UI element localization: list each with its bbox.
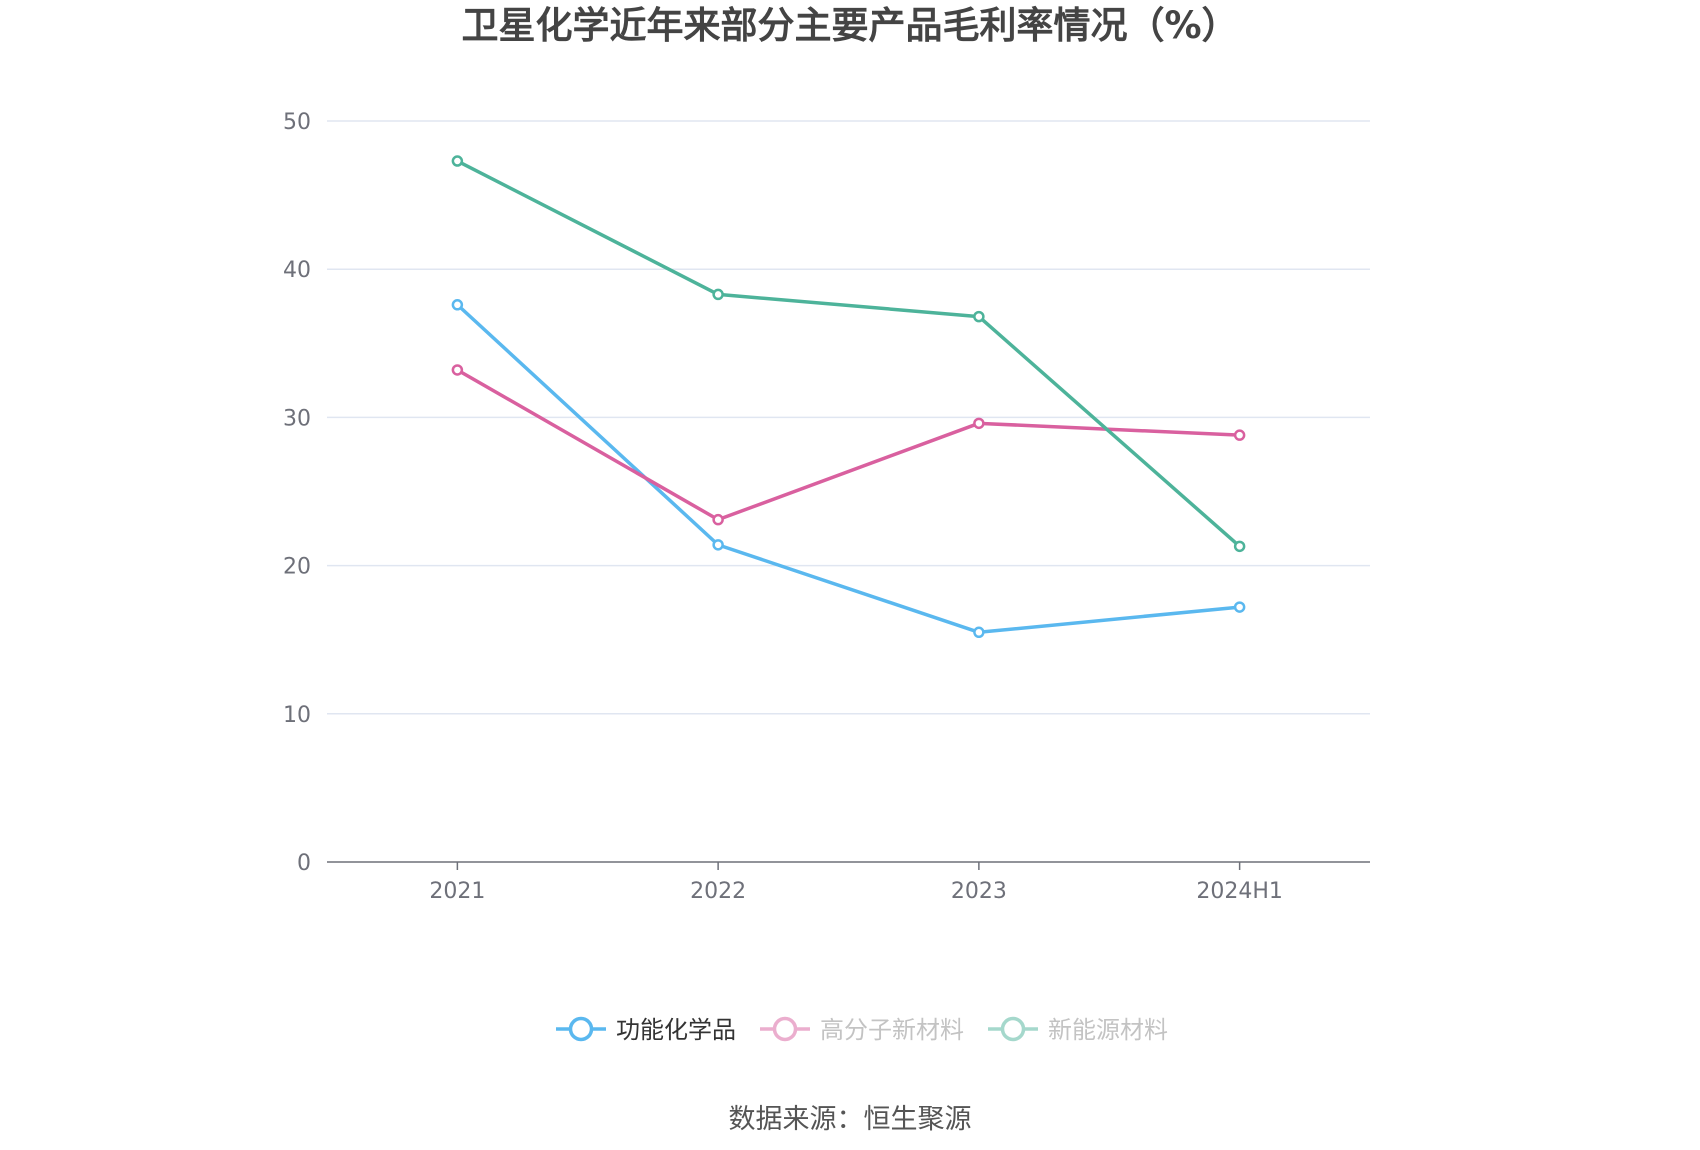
data-point bbox=[451, 299, 464, 311]
y-tick-label: 30 bbox=[283, 406, 311, 431]
y-tick-label: 0 bbox=[297, 851, 311, 876]
data-point bbox=[973, 310, 985, 323]
legend-marker-icon bbox=[772, 1016, 798, 1042]
data-point bbox=[973, 417, 985, 430]
series-line bbox=[455, 159, 1242, 549]
grid-lines bbox=[327, 120, 1370, 715]
source-note: 数据来源：恒生聚源 bbox=[728, 1104, 972, 1135]
x-tick-label: 2022 bbox=[690, 879, 746, 904]
data-point bbox=[451, 364, 464, 376]
x-axis: 2021 2022 2023 2024H1 bbox=[327, 861, 1370, 904]
data-point bbox=[712, 539, 724, 551]
y-axis-labels: 0 10 20 30 40 50 bbox=[283, 110, 311, 876]
x-tick-label: 2024H1 bbox=[1196, 879, 1283, 904]
legend-label: 新能源材料 bbox=[1048, 1016, 1168, 1044]
series-lines bbox=[455, 159, 1242, 635]
legend-marker-icon bbox=[568, 1016, 594, 1042]
chart-title: 卫星化学近年来部分主要产品毛利率情况（%） bbox=[461, 4, 1239, 47]
y-tick-label: 40 bbox=[283, 258, 311, 283]
x-tick-label: 2021 bbox=[429, 879, 485, 904]
data-point bbox=[1233, 429, 1246, 441]
data-point bbox=[1233, 540, 1246, 553]
series-points bbox=[451, 155, 1246, 639]
data-point bbox=[712, 288, 724, 301]
data-point bbox=[712, 513, 724, 526]
legend-item[interactable]: 新能源材料 bbox=[988, 1016, 1168, 1044]
legend-label: 高分子新材料 bbox=[820, 1016, 964, 1044]
legend-label: 功能化学品 bbox=[616, 1016, 736, 1044]
x-tick-label: 2023 bbox=[951, 879, 1007, 904]
legend: 功能化学品 高分子新材料 新能源材料 bbox=[556, 1016, 1168, 1044]
y-tick-label: 50 bbox=[283, 110, 311, 135]
data-point bbox=[451, 155, 464, 167]
legend-item[interactable]: 高分子新材料 bbox=[760, 1016, 964, 1044]
y-tick-label: 10 bbox=[283, 703, 311, 728]
series-line bbox=[455, 303, 1242, 635]
legend-marker-icon bbox=[1000, 1016, 1026, 1042]
data-point bbox=[1233, 601, 1246, 613]
y-tick-label: 20 bbox=[283, 555, 311, 580]
data-point bbox=[973, 626, 985, 639]
legend-item[interactable]: 功能化学品 bbox=[556, 1016, 736, 1044]
